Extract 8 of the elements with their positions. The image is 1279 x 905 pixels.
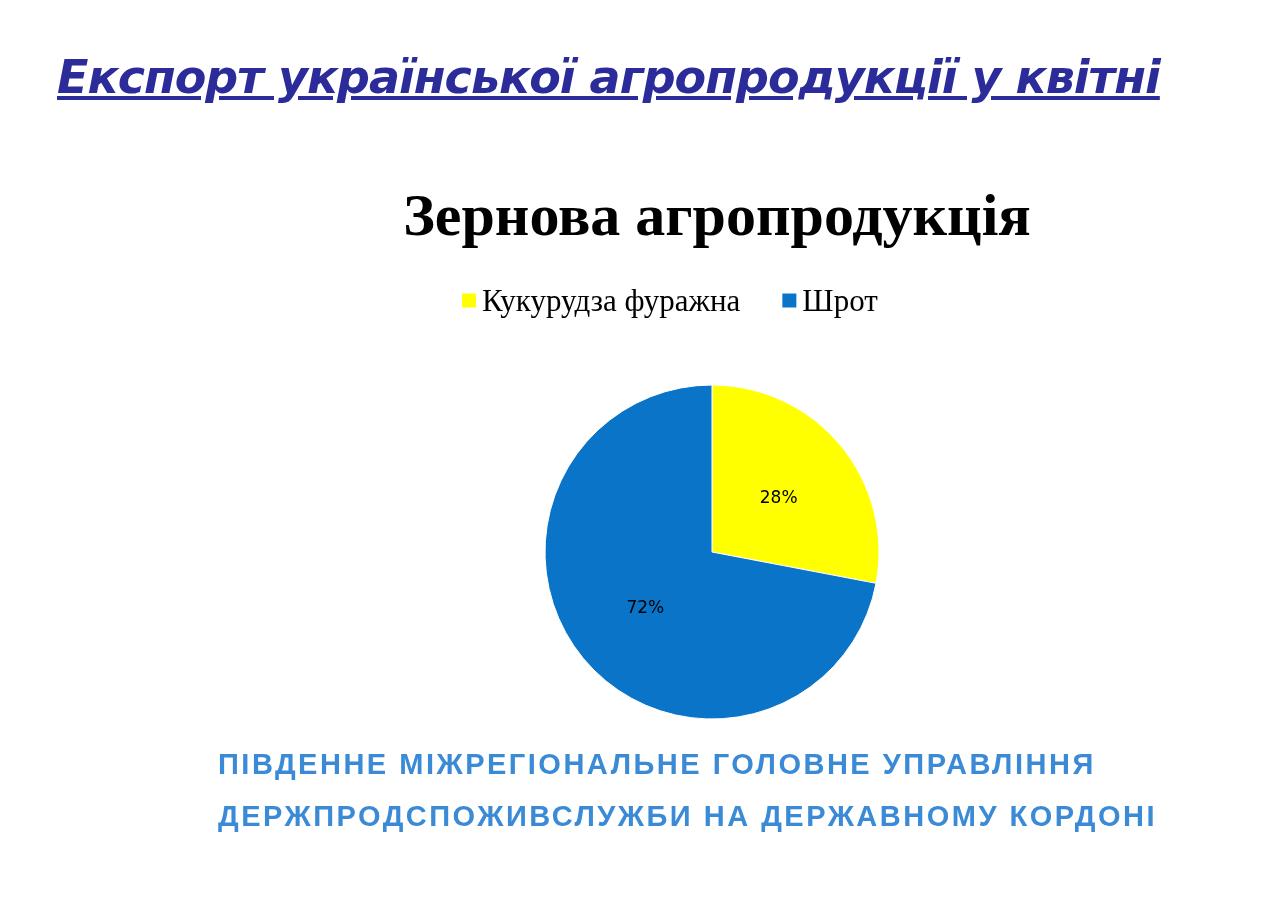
- text: ПІВДЕННЕ МІЖРЕГІОНАЛЬНЕ ГОЛОВНЕ УПРАВЛІННЯ: [218, 748, 1096, 781]
- legend-label: Шрот: [802, 283, 879, 318]
- chart-title: Експорт української агропродукції у квітні: [57, 50, 1160, 104]
- chart-subtitle: Зернова агропродукція: [403, 182, 1031, 248]
- text: ДЕРЖПРОДСПОЖИВСЛУЖБИ НА ДЕРЖАВНОМУ КОРДОНІ: [218, 800, 1157, 833]
- legend-label: Кукурудза фуражна: [482, 283, 741, 318]
- data-label: 72%: [626, 597, 665, 618]
- data-label: 28%: [759, 486, 798, 507]
